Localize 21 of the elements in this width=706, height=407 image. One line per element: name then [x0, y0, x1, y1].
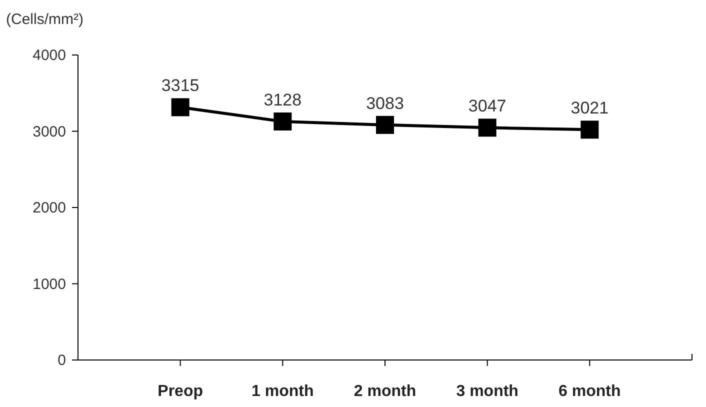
- point: [478, 118, 496, 137]
- x-tick-label: 3 month: [456, 383, 518, 400]
- point: [376, 116, 394, 134]
- y-axis-title: (Cells/mm²): [6, 11, 84, 28]
- data-label: 3128: [264, 90, 302, 110]
- y-tick-label: 2000: [32, 200, 66, 216]
- data-label: 3047: [468, 96, 506, 116]
- data-label: 3021: [570, 98, 609, 118]
- x-tick-label: 6 month: [558, 383, 621, 400]
- y-tick-label: 0: [58, 352, 66, 369]
- y-tick-label: 1000: [32, 276, 66, 293]
- x-tick-label: Preop: [158, 383, 204, 400]
- y-tick-label: 4000: [32, 47, 66, 64]
- point: [580, 120, 599, 139]
- y-tick-label: 3000: [32, 123, 66, 140]
- data-label: 3083: [366, 94, 404, 113]
- x-tick-label: 2 month: [354, 383, 416, 400]
- point: [274, 112, 292, 130]
- data-label: 3315: [161, 76, 200, 96]
- x-tick-label: 1 month: [252, 383, 314, 400]
- point: [171, 98, 190, 116]
